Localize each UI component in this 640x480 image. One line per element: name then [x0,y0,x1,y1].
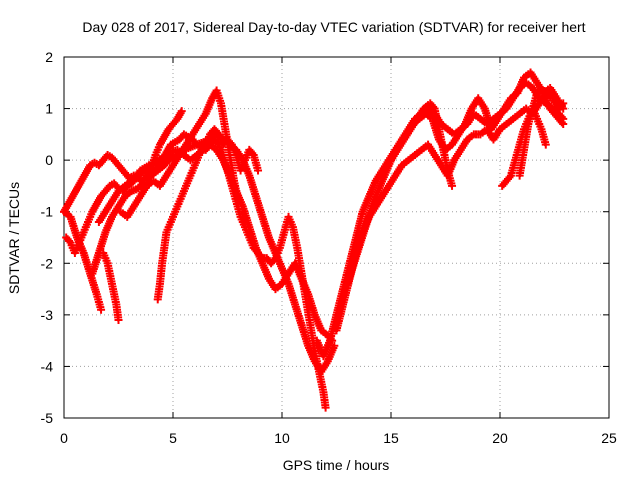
data-point-series-7 [254,166,263,175]
y-tick-label: 0 [45,152,53,168]
data-point-series-0 [97,305,106,314]
data-point-series-6 [234,197,243,206]
data-point-series-4 [114,316,123,325]
data-point-series-10 [559,104,568,113]
data-point-series-11 [448,181,457,190]
y-tick-label: -1 [41,204,54,220]
data-point-series-1 [177,107,186,116]
x-tick-label: 20 [492,430,508,446]
y-tick-label: -2 [41,255,54,271]
y-axis-title: SDTVAR / TECUs [6,182,22,294]
data-point-series-12 [559,120,568,129]
data-points [60,68,568,412]
y-tick-label: -4 [41,358,54,374]
x-tick-label: 10 [274,430,290,446]
chart-title: Day 028 of 2017, Sidereal Day-to-day VTE… [82,19,585,35]
x-tick-label: 15 [383,430,399,446]
y-tick-label: -3 [41,307,54,323]
x-axis-title: GPS time / hours [283,457,390,473]
y-tick-label: 1 [45,101,53,117]
data-point-series-13 [541,140,550,149]
y-tick-label: -5 [41,410,54,426]
x-tick-label: 0 [60,430,68,446]
x-tick-label: 25 [601,430,617,446]
data-point-series-2 [321,403,330,412]
axis-ticks: 0 5 10 15 20 25 -5 -4 -3 -2 -1 0 1 2 [41,49,617,446]
x-tick-label: 5 [169,430,177,446]
y-tick-label: 2 [45,49,53,65]
